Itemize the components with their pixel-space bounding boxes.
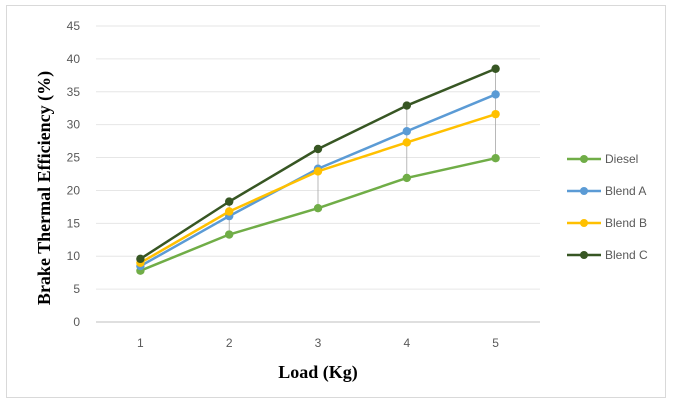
y-tick-label: 40: [67, 52, 81, 66]
data-point: [313, 144, 323, 154]
legend: Diesel Blend A Blend B Blend C: [567, 152, 648, 262]
y-tick-label: 5: [73, 282, 80, 296]
data-point: [313, 167, 323, 176]
data-point: [491, 64, 500, 73]
y-tick-label: 10: [67, 249, 81, 263]
legend-label: Diesel: [605, 152, 638, 166]
legend-marker: [580, 219, 588, 227]
x-tick-label: 4: [403, 336, 410, 350]
y-tick-label: 30: [67, 118, 81, 132]
y-tick-label: 0: [73, 315, 80, 329]
y-tick-label: 25: [67, 151, 81, 165]
x-tick-label: 5: [492, 336, 499, 350]
series-lines: [136, 64, 500, 275]
y-axis-title: Brake Thermal Efficiency (%): [34, 71, 55, 305]
data-point: [313, 204, 323, 213]
x-axis-title: Load (Kg): [278, 362, 358, 383]
data-point: [402, 101, 411, 110]
legend-marker: [580, 187, 588, 195]
y-tick-label: 45: [67, 19, 81, 33]
y-tick-labels: 0 5 10 15 20 25 30 35 40 45: [67, 19, 81, 329]
data-point: [402, 127, 411, 136]
legend-marker: [580, 155, 588, 163]
y-tick-label: 35: [67, 85, 81, 99]
x-tick-label: 3: [315, 336, 322, 350]
data-point: [491, 90, 500, 99]
data-point: [491, 109, 500, 119]
data-point: [225, 230, 234, 239]
data-point: [136, 254, 145, 264]
data-point: [402, 173, 411, 183]
y-tick-label: 15: [67, 216, 81, 230]
y-tick-label: 20: [67, 183, 81, 197]
data-point: [402, 138, 411, 147]
x-tick-label: 2: [226, 336, 233, 350]
legend-marker: [580, 251, 588, 259]
data-point: [225, 207, 234, 216]
legend-label: Blend A: [605, 184, 646, 198]
x-tick-labels: 1 2 3 4 5: [137, 336, 499, 350]
x-tick-label: 1: [137, 336, 144, 350]
data-point: [491, 154, 500, 163]
data-point: [225, 197, 234, 206]
legend-label: Blend B: [605, 216, 647, 230]
legend-label: Blend C: [605, 248, 648, 262]
